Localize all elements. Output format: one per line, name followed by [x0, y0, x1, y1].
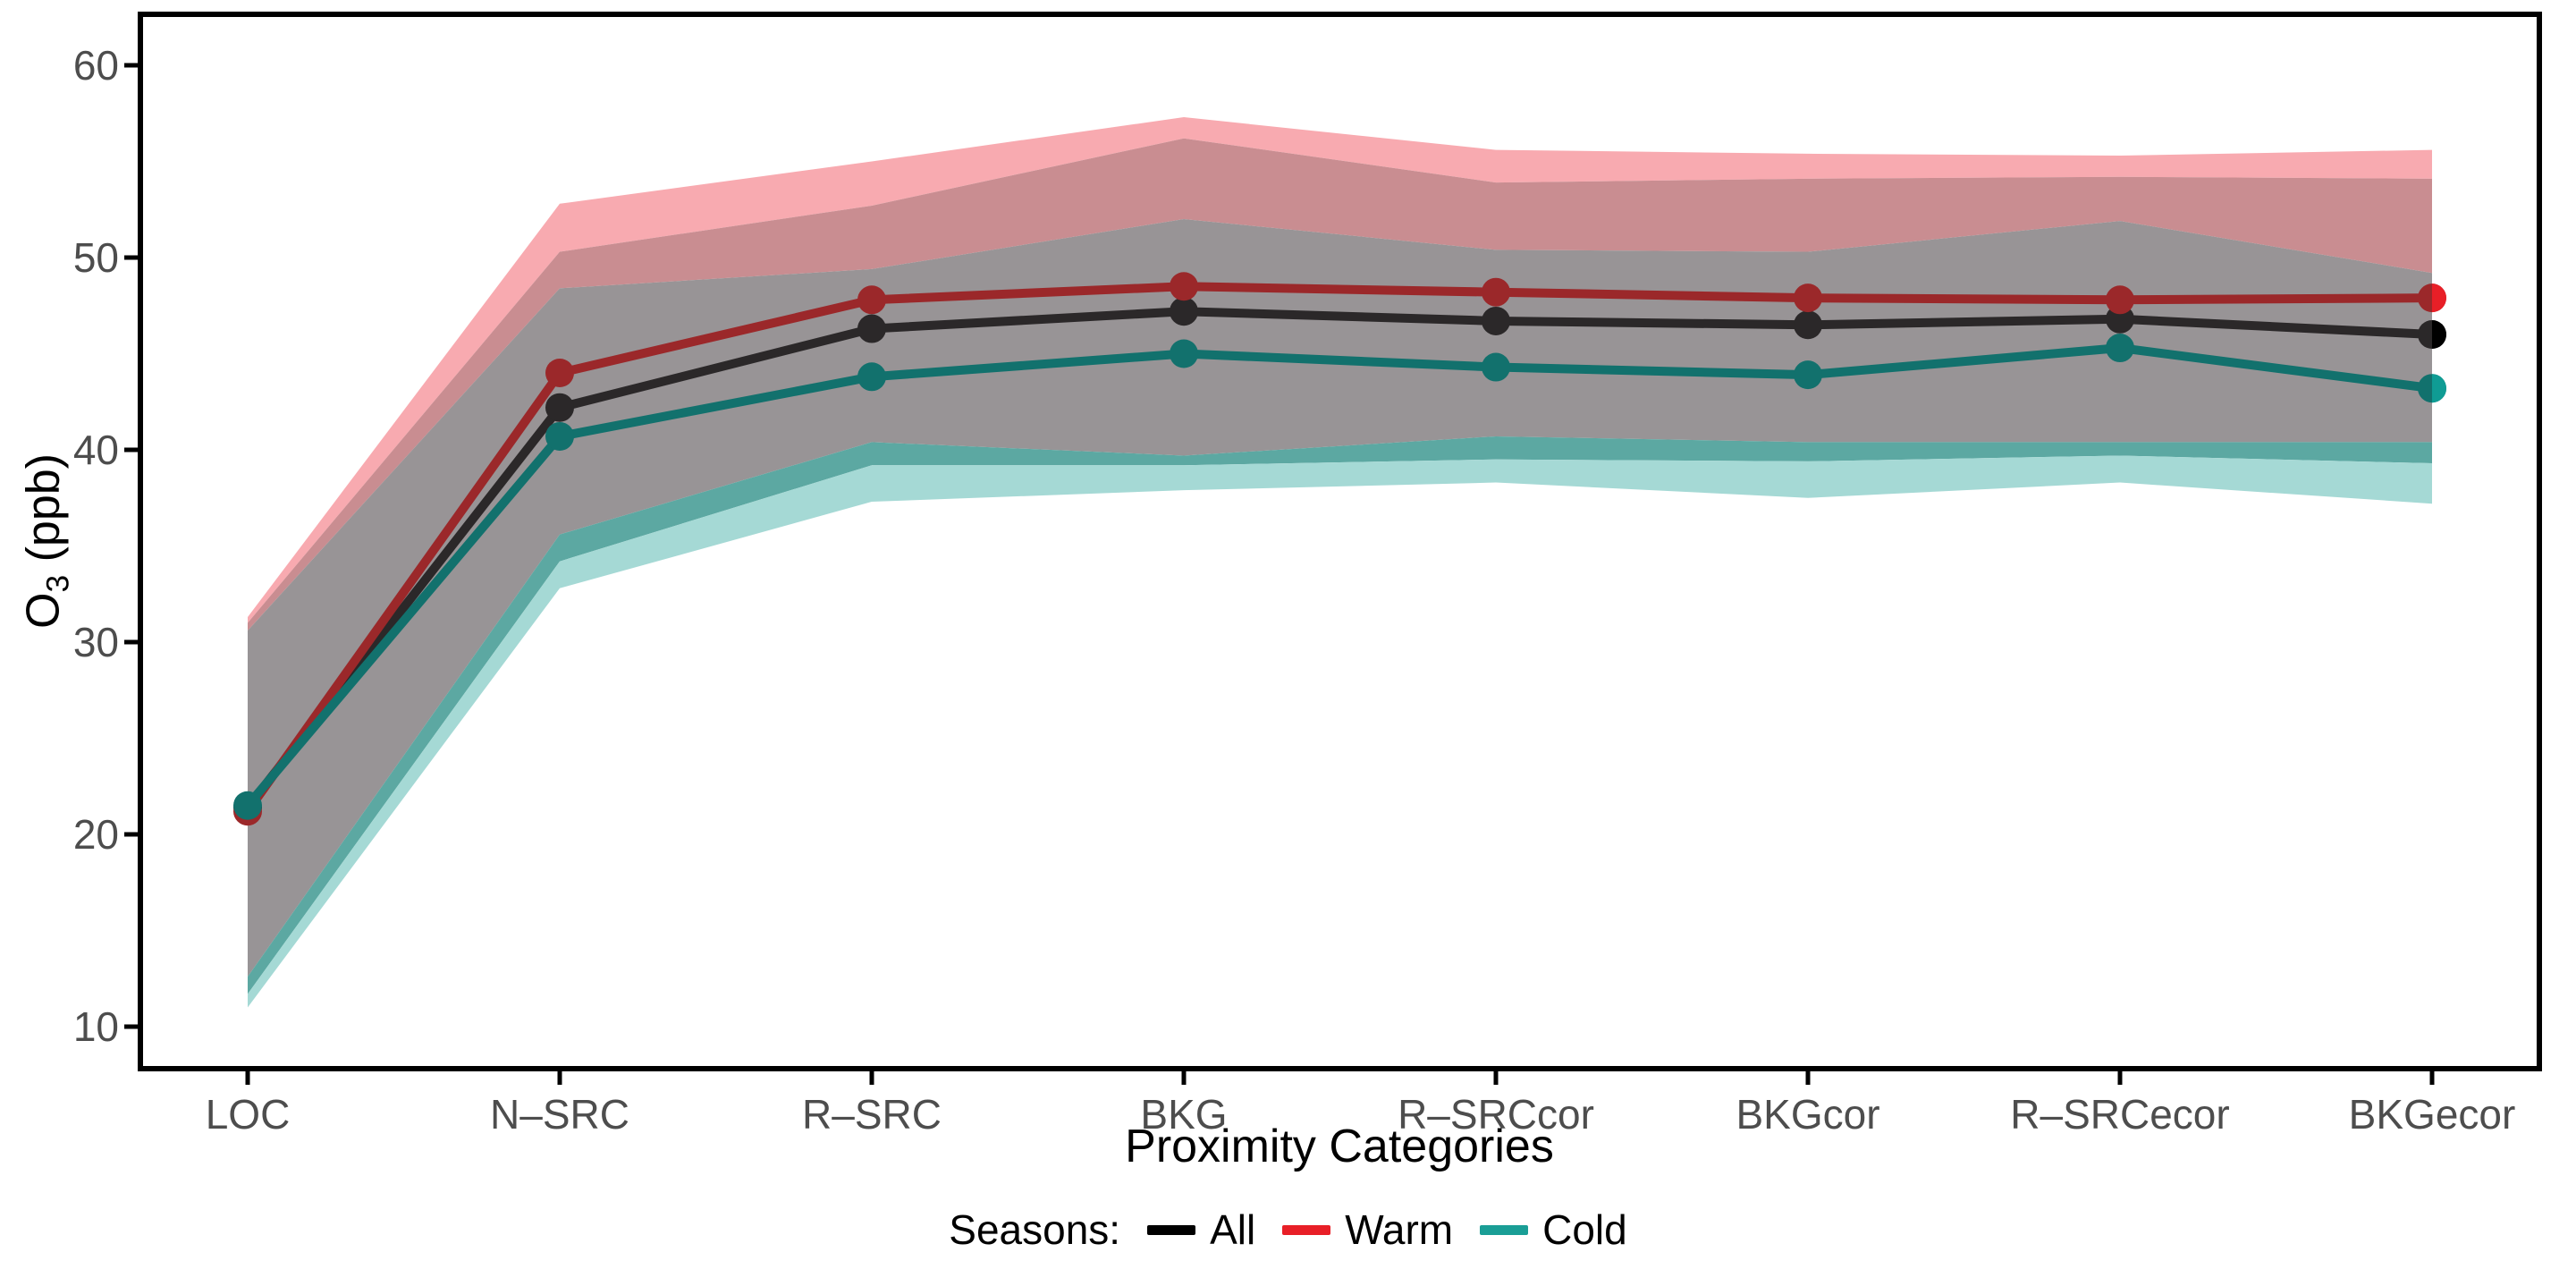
y-tick-label: 60: [72, 42, 119, 89]
data-point-warm: [2106, 285, 2134, 315]
legend-item-label: Warm: [1345, 1206, 1454, 1253]
ribbon-warm-over-all: [248, 138, 2432, 631]
legend: Seasons: All Warm Cold: [0, 1203, 2576, 1256]
data-point-warm: [857, 285, 886, 315]
legend-item-warm: Warm: [1282, 1206, 1453, 1254]
y-tick-label: 50: [72, 234, 119, 281]
y-axis-title-units: (ppb): [17, 453, 70, 575]
data-point-bright-half-all: [2432, 320, 2446, 349]
ribbon-warm-only: [248, 117, 2432, 623]
data-point-all: [1482, 306, 1510, 335]
legend-item-cold: Cold: [1480, 1206, 1627, 1254]
series-line-cold: [244, 343, 2433, 808]
y-axis-title-main: O: [17, 592, 70, 629]
x-tick-label: BKG: [1140, 1091, 1228, 1138]
plot-border: [138, 12, 2542, 1071]
y-tick-label: 20: [72, 811, 119, 858]
data-point-cold: [2106, 334, 2134, 363]
x-tick-label: LOC: [205, 1091, 291, 1138]
data-point-all: [857, 314, 886, 343]
data-point-cold: [857, 362, 886, 392]
data-point-cold: [1794, 360, 1822, 390]
y-tick-label: 10: [72, 1003, 119, 1050]
legend-item-label: Cold: [1542, 1206, 1627, 1253]
data-point-warm: [1482, 277, 1510, 307]
data-point-bright-half-cold: [2432, 374, 2446, 403]
x-axis-title: Proximity Categories: [1125, 1121, 1554, 1172]
x-tick-label: N–SRC: [490, 1091, 629, 1138]
all-line-swatch: [1147, 1224, 1196, 1235]
data-point-warm: [1794, 283, 1822, 313]
data-point-warm: [545, 359, 574, 387]
x-tick-label: R–SRC: [802, 1091, 942, 1138]
legend-title: Seasons:: [949, 1206, 1121, 1253]
x-tick-label: R–SRCecor: [2010, 1091, 2230, 1138]
legend-item-label: All: [1210, 1206, 1256, 1253]
ribbon-all-overlap: [248, 219, 2432, 977]
y-axis-title: O3 (ppb): [16, 453, 76, 629]
y-axis-title-subscript: 3: [40, 574, 76, 593]
data-point-cold: [1170, 339, 1198, 368]
data-point-cold: [233, 791, 262, 820]
series-line-warm: [243, 282, 2433, 815]
y-tick-label: 30: [72, 619, 119, 665]
data-point-cold: [545, 421, 574, 451]
x-tick-label: BKGecor: [2348, 1091, 2516, 1138]
data-point-warm: [1170, 272, 1198, 301]
data-point-cold: [1482, 352, 1510, 382]
series-line-all: [244, 307, 2433, 810]
data-point-all: [545, 393, 574, 422]
data-point-all: [1794, 310, 1822, 340]
x-tick-label: R–SRCcor: [1398, 1091, 1594, 1138]
y-tick-label: 40: [72, 427, 119, 473]
data-point-all: [1170, 297, 1198, 326]
warm-line-swatch: [1282, 1224, 1331, 1235]
legend-item-all: All: [1147, 1206, 1255, 1254]
cold-line-swatch: [1480, 1224, 1529, 1235]
data-point-bright-half-warm: [2432, 283, 2446, 313]
x-tick-label: BKGcor: [1736, 1091, 1880, 1138]
